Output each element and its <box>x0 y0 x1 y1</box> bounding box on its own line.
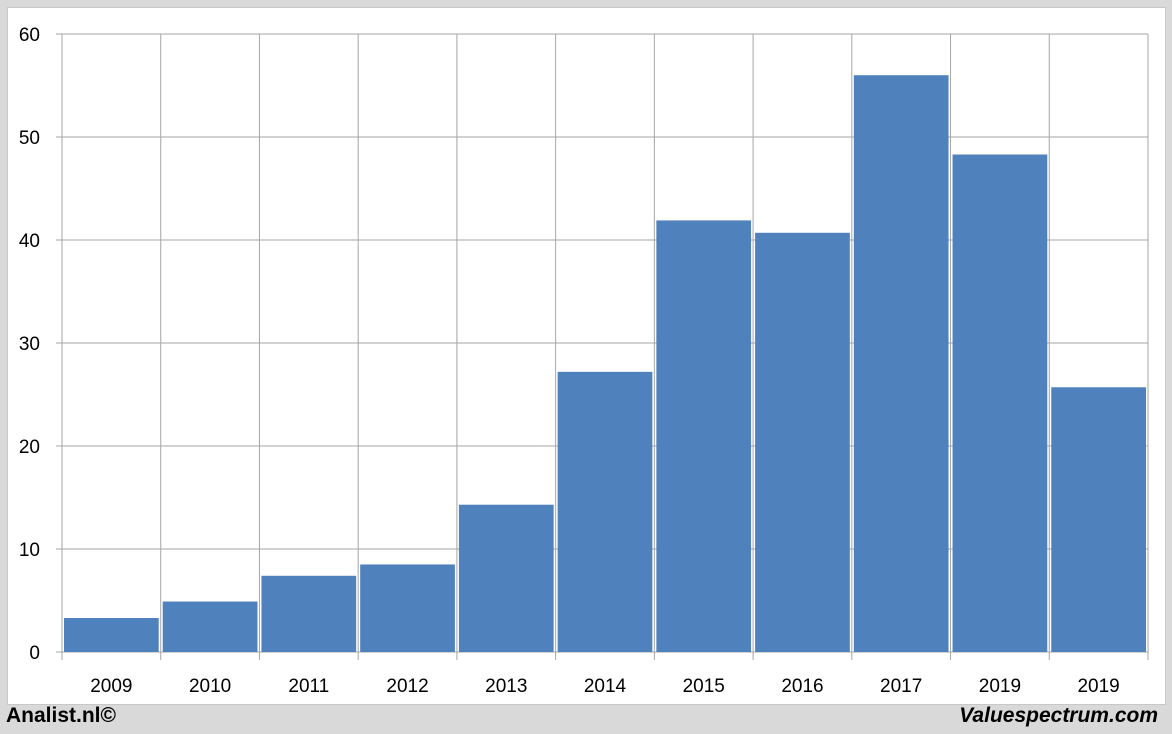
x-tick-label: 2017 <box>880 676 922 697</box>
y-tick-label: 40 <box>19 231 40 252</box>
bar-2017 <box>853 75 949 652</box>
bar-2019 <box>952 154 1048 652</box>
bar-2012 <box>360 564 455 652</box>
bar-2015 <box>656 220 752 652</box>
bar-2009 <box>64 618 159 652</box>
x-tick-label: 2011 <box>288 676 329 697</box>
x-tick-label: 2014 <box>584 676 627 697</box>
x-tick-label: 2010 <box>189 676 231 697</box>
bar-2014 <box>557 371 653 652</box>
x-tick-label: 2016 <box>781 676 823 697</box>
x-tick-label: 2013 <box>485 676 527 697</box>
x-tick-label: 2015 <box>683 676 725 697</box>
bar-2010 <box>162 601 258 652</box>
y-tick-label: 10 <box>19 540 40 561</box>
bar-2019 <box>1051 387 1146 652</box>
x-tick-label: 2019 <box>1077 676 1119 697</box>
bar-2011 <box>261 575 357 652</box>
valuespectrum-watermark: Valuespectrum.com <box>959 704 1158 727</box>
bar-2016 <box>755 232 850 653</box>
x-tick-label: 2019 <box>979 676 1021 697</box>
y-tick-label: 30 <box>19 334 40 355</box>
y-tick-label: 20 <box>19 437 40 458</box>
y-tick-label: 0 <box>29 643 40 664</box>
x-tick-label: 2009 <box>90 676 132 697</box>
analist-watermark: Analist.nl© <box>6 704 116 727</box>
bar-2013 <box>458 504 554 652</box>
x-tick-label: 2012 <box>386 676 428 697</box>
y-tick-label: 60 <box>19 25 40 46</box>
y-tick-label: 50 <box>19 128 40 149</box>
